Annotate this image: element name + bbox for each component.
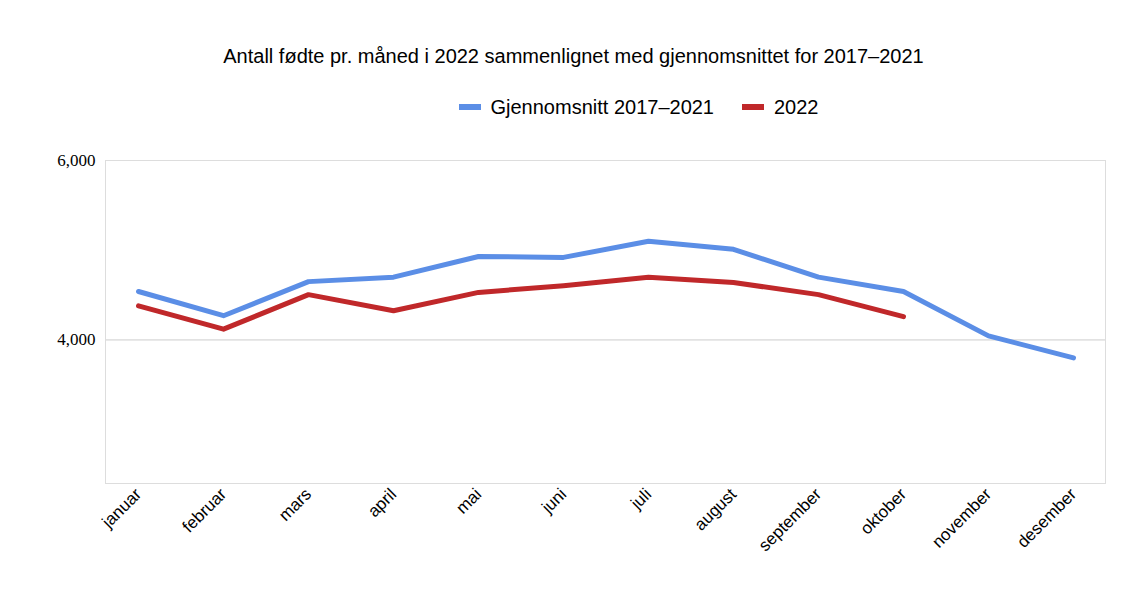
svg-text:september: september bbox=[755, 485, 825, 555]
svg-text:juli: juli bbox=[626, 485, 655, 514]
svg-text:desember: desember bbox=[1013, 485, 1080, 552]
html-text:Gjennomsnitt 2017–2021: Gjennomsnitt 2017–2021 bbox=[490, 95, 714, 118]
svg-text:januar: januar bbox=[98, 485, 146, 533]
html-text:2022: 2022 bbox=[774, 95, 819, 118]
svg-text:april: april bbox=[364, 485, 400, 521]
svg-text:mai: mai bbox=[452, 485, 485, 518]
svg-text:6,000: 6,000 bbox=[57, 151, 95, 170]
svg-text:februar: februar bbox=[179, 485, 231, 537]
html-text:Antall fødte pr. måned i 2022: Antall fødte pr. måned i 2022 sammenlign… bbox=[223, 45, 924, 67]
svg-text:mars: mars bbox=[275, 485, 315, 525]
svg-text:juni: juni bbox=[537, 485, 570, 518]
svg-text:august: august bbox=[691, 485, 741, 535]
svg-text:oktober: oktober bbox=[857, 485, 911, 539]
svg-text:4,000: 4,000 bbox=[57, 330, 95, 349]
svg-text:november: november bbox=[928, 485, 995, 552]
